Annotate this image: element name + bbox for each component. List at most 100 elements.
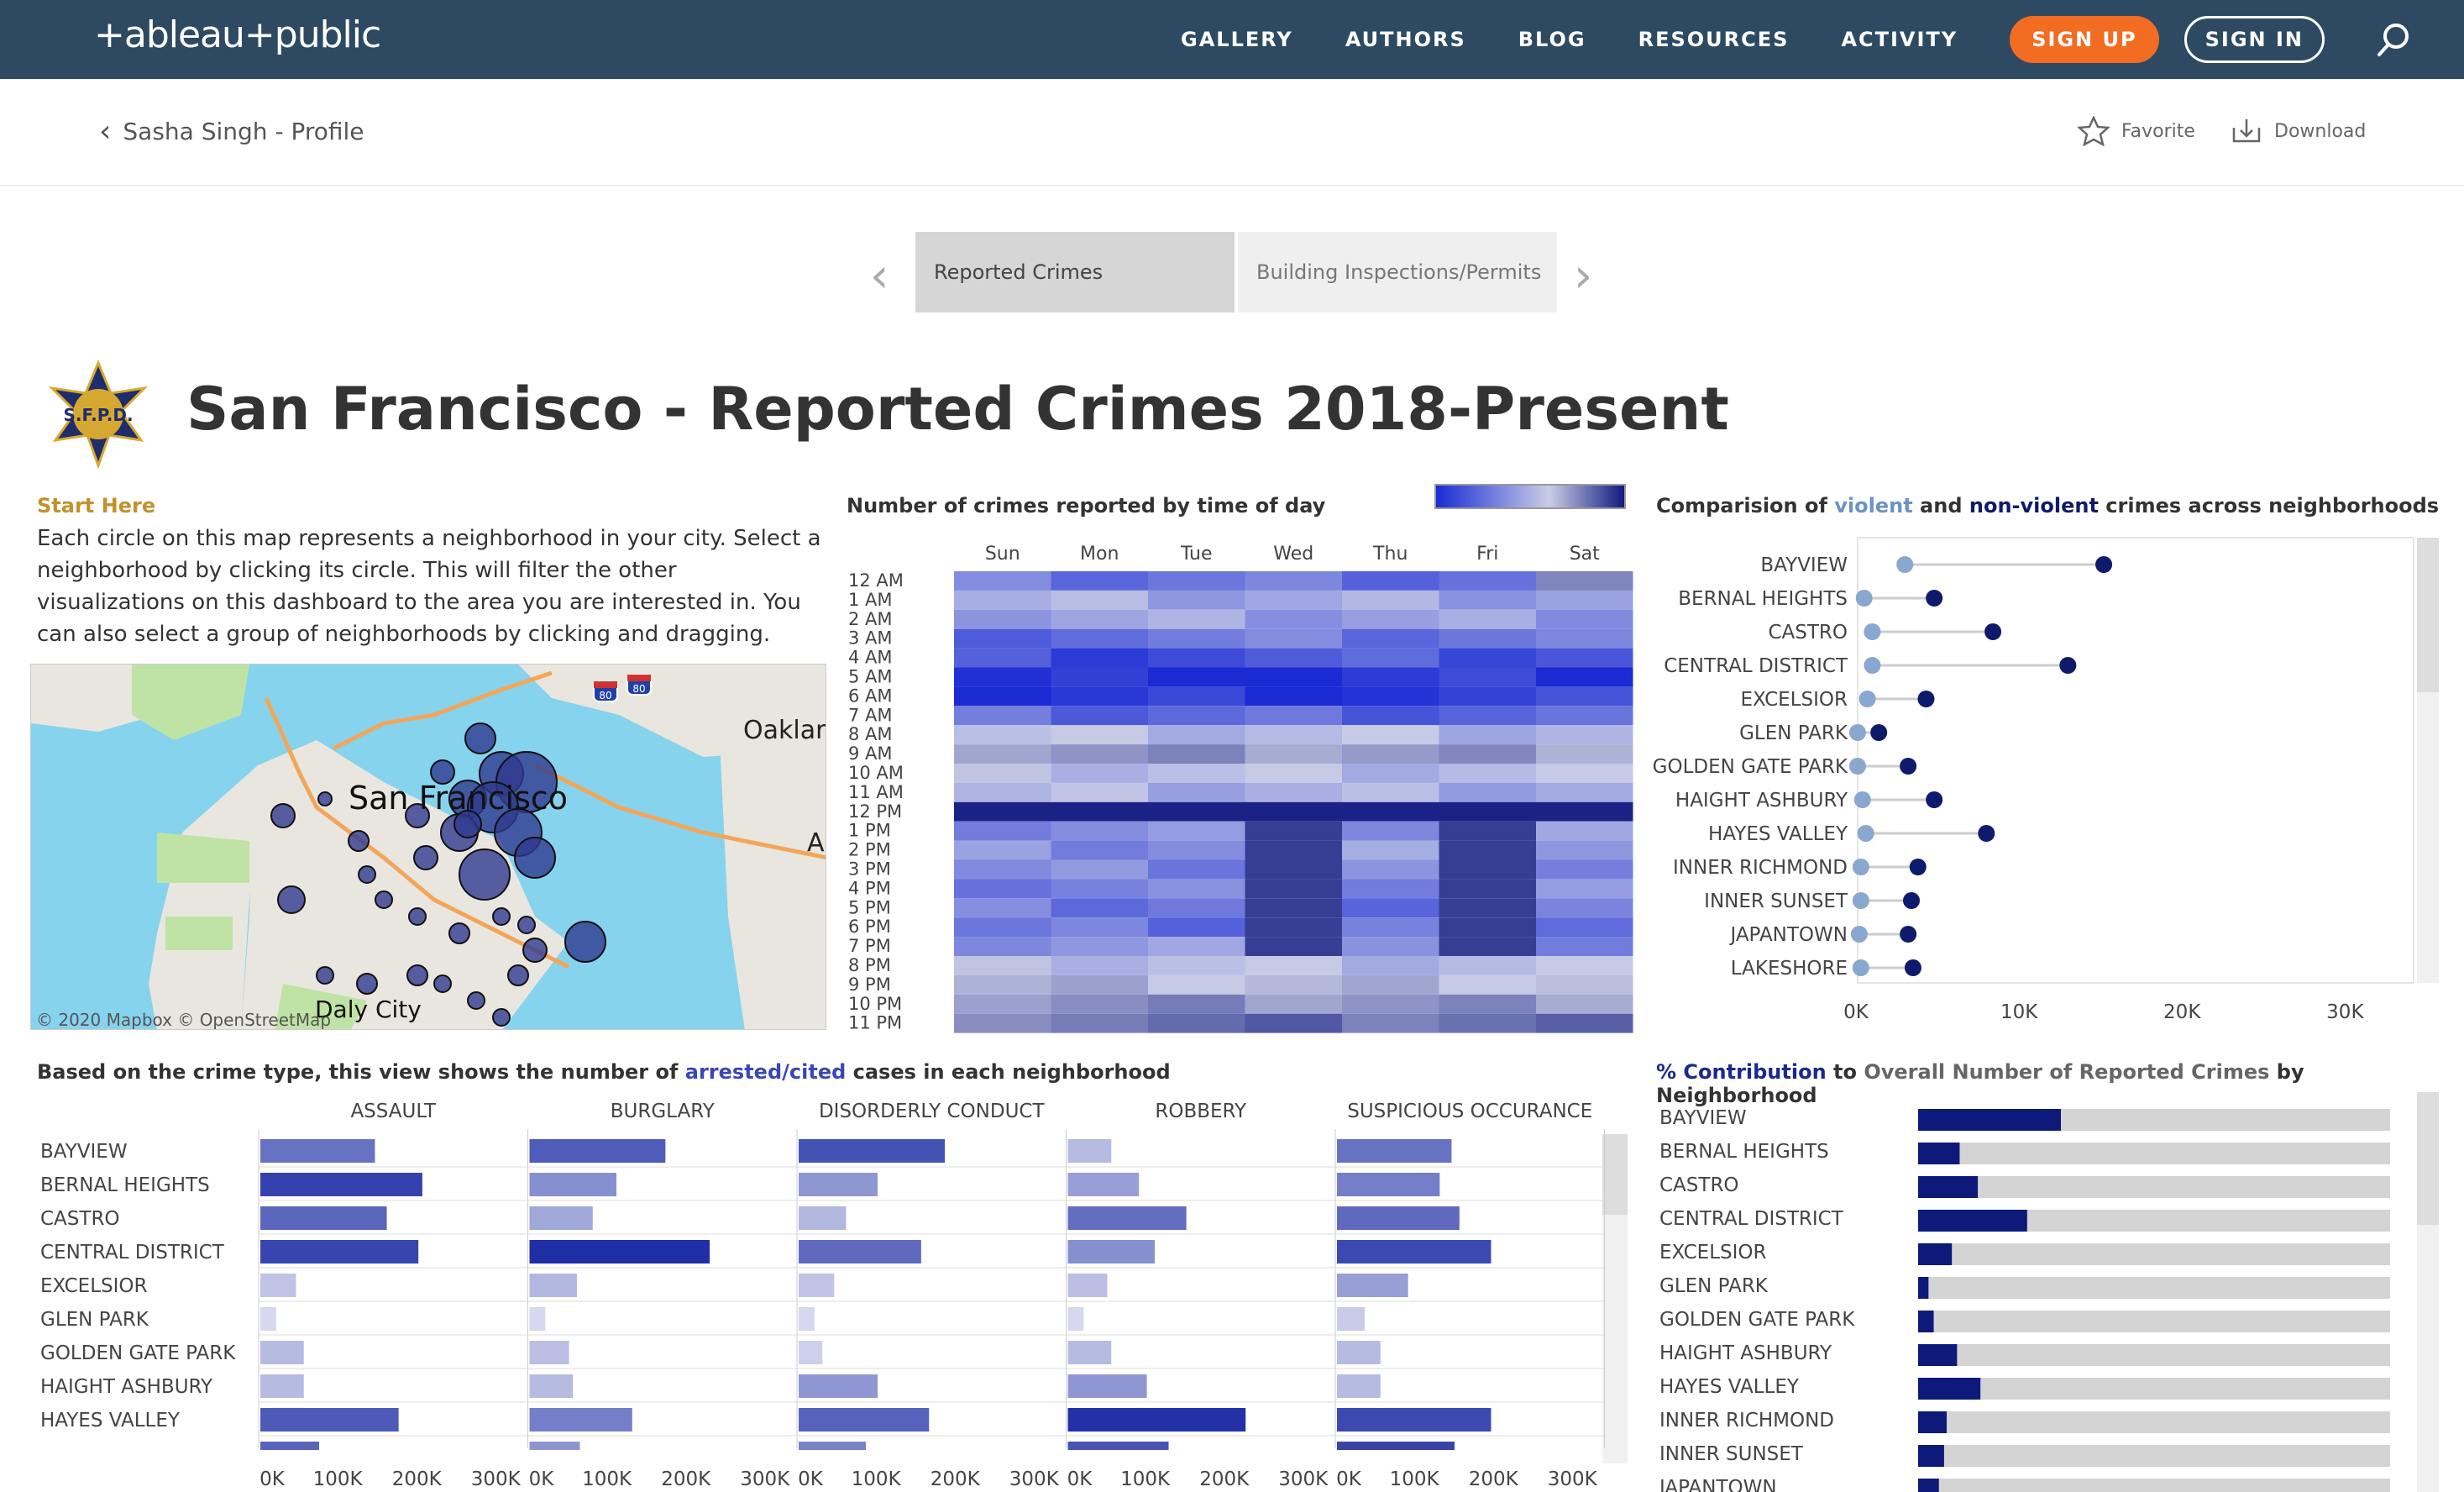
- heatmap-cell[interactable]: [954, 937, 1051, 956]
- arrested-bar[interactable]: [1337, 1206, 1460, 1230]
- heatmap-cell[interactable]: [954, 840, 1051, 860]
- heatmap-cell[interactable]: [1148, 840, 1245, 860]
- heatmap-cell[interactable]: [1148, 1013, 1245, 1033]
- heatmap-cell[interactable]: [1342, 590, 1439, 610]
- arrested-bar[interactable]: [799, 1240, 921, 1263]
- heatmap-cell[interactable]: [1051, 898, 1149, 918]
- heatmap-cell[interactable]: [1439, 706, 1537, 726]
- tab-building-inspections[interactable]: Building Inspections/Permits: [1238, 232, 1557, 313]
- heatmap-cell[interactable]: [1439, 1013, 1537, 1033]
- dotplot-nonviolent-dot[interactable]: [1903, 892, 1920, 909]
- contribution-bar[interactable]: [1918, 1344, 1958, 1366]
- heatmap-cell[interactable]: [954, 609, 1051, 629]
- nav-blog[interactable]: BLOG: [1518, 28, 1586, 51]
- heatmap-cell[interactable]: [954, 628, 1051, 649]
- neighborhood-circle[interactable]: [356, 973, 378, 995]
- heatmap-cell[interactable]: [1536, 706, 1633, 726]
- heatmap-cell[interactable]: [1148, 764, 1245, 783]
- heatmap-cell[interactable]: [1439, 648, 1537, 668]
- heatmap-cell[interactable]: [1148, 975, 1245, 995]
- heatmap-cell[interactable]: [1148, 879, 1245, 899]
- heatmap-cell[interactable]: [1536, 956, 1633, 975]
- heatmap-cell[interactable]: [1536, 609, 1633, 629]
- neighborhood-circle[interactable]: [317, 791, 333, 806]
- neighborhood-circle[interactable]: [405, 803, 430, 828]
- contribution-bar[interactable]: [1918, 1411, 1948, 1433]
- heatmap-cell[interactable]: [1439, 764, 1537, 783]
- dotplot-violent-dot[interactable]: [1850, 926, 1868, 943]
- heatmap-cell[interactable]: [1536, 590, 1633, 610]
- heatmap-cell[interactable]: [954, 686, 1051, 707]
- heatmap-cell[interactable]: [1051, 744, 1149, 764]
- heatmap-cell[interactable]: [954, 994, 1051, 1014]
- arrested-bar[interactable]: [529, 1341, 569, 1364]
- dotplot-violent-dot[interactable]: [1852, 959, 1869, 976]
- heatmap-cell[interactable]: [1439, 994, 1537, 1014]
- heatmap-cell[interactable]: [1536, 667, 1633, 687]
- heatmap-cell[interactable]: [1342, 667, 1439, 687]
- arrested-bar[interactable]: [260, 1408, 399, 1432]
- nav-resources[interactable]: RESOURCES: [1638, 28, 1790, 51]
- arrested-bar[interactable]: [260, 1173, 422, 1196]
- dotplot-violent-dot[interactable]: [1852, 892, 1869, 909]
- heatmap-cell[interactable]: [1148, 937, 1245, 956]
- heatmap-cell[interactable]: [954, 917, 1051, 938]
- heatmap-cell[interactable]: [954, 898, 1051, 918]
- neighborhood-circle[interactable]: [375, 890, 393, 909]
- neighborhood-circle[interactable]: [492, 1008, 511, 1027]
- heatmap-cell[interactable]: [1148, 898, 1245, 918]
- neighborhood-circle[interactable]: [453, 810, 482, 838]
- heatmap-cell[interactable]: [1148, 917, 1245, 938]
- heatmap-cell[interactable]: [1342, 879, 1439, 899]
- arrested-bar[interactable]: [260, 1206, 387, 1230]
- arrested-bar[interactable]: [1337, 1374, 1381, 1398]
- heatmap-cell[interactable]: [1245, 956, 1343, 975]
- heatmap-cell[interactable]: [1245, 879, 1343, 899]
- dotplot-nonviolent-dot[interactable]: [1870, 724, 1888, 741]
- heatmap-cell[interactable]: [1051, 937, 1149, 956]
- arrested-scrollbar-thumb[interactable]: [1602, 1134, 1628, 1215]
- heatmap-cell[interactable]: [1536, 782, 1633, 802]
- back-to-profile-link[interactable]: ‹ Sasha Singh - Profile: [99, 114, 364, 149]
- heatmap-cell[interactable]: [1051, 840, 1149, 860]
- contribution-bar[interactable]: [1918, 1176, 1979, 1198]
- contribution-bar[interactable]: [1918, 1109, 2062, 1131]
- heatmap-cell[interactable]: [1148, 725, 1245, 745]
- arrested-bar[interactable]: [529, 1173, 617, 1196]
- arrested-bar[interactable]: [1067, 1274, 1108, 1297]
- heatmap-cell[interactable]: [1439, 898, 1537, 918]
- heatmap-cell[interactable]: [954, 821, 1051, 841]
- heatmap-cell[interactable]: [1051, 917, 1149, 938]
- heatmap-cell[interactable]: [1051, 648, 1149, 668]
- heatmap-cell[interactable]: [1342, 686, 1439, 707]
- neighborhood-circle[interactable]: [413, 845, 438, 870]
- heatmap-cell[interactable]: [1439, 609, 1537, 629]
- heatmap-cell[interactable]: [1439, 744, 1537, 764]
- heatmap-cell[interactable]: [1342, 917, 1439, 938]
- heatmap-cell[interactable]: [1245, 917, 1343, 938]
- heatmap-cell[interactable]: [1245, 898, 1343, 918]
- dotplot-nonviolent-dot[interactable]: [1926, 590, 1943, 607]
- dotplot-scrollbar-thumb[interactable]: [2417, 538, 2439, 692]
- neighborhood-circle[interactable]: [467, 991, 485, 1010]
- heatmap-cell[interactable]: [954, 706, 1051, 726]
- heatmap-cell[interactable]: [1051, 706, 1149, 726]
- heatmap-cell[interactable]: [1245, 744, 1343, 764]
- heatmap-cell[interactable]: [1245, 821, 1343, 841]
- heatmap-cell[interactable]: [1148, 571, 1245, 591]
- contribution-bar[interactable]: [1918, 1479, 1939, 1492]
- arrested-bar[interactable]: [799, 1374, 878, 1398]
- heatmap-cell[interactable]: [1439, 917, 1537, 938]
- heatmap-cell[interactable]: [1536, 859, 1633, 880]
- heatmap-cell[interactable]: [954, 782, 1051, 802]
- arrested-bar-partial[interactable]: [260, 1442, 319, 1450]
- heatmap-cell[interactable]: [954, 764, 1051, 783]
- neighborhood-circles[interactable]: [270, 722, 606, 1027]
- heatmap-cell[interactable]: [1245, 801, 1343, 822]
- heatmap-cell[interactable]: [1536, 764, 1633, 783]
- nav-gallery[interactable]: GALLERY: [1181, 28, 1293, 51]
- arrested-bar[interactable]: [1067, 1408, 1246, 1432]
- heatmap-cell[interactable]: [1245, 590, 1343, 610]
- arrested-bar[interactable]: [1067, 1206, 1187, 1230]
- neighborhood-circle[interactable]: [517, 916, 536, 934]
